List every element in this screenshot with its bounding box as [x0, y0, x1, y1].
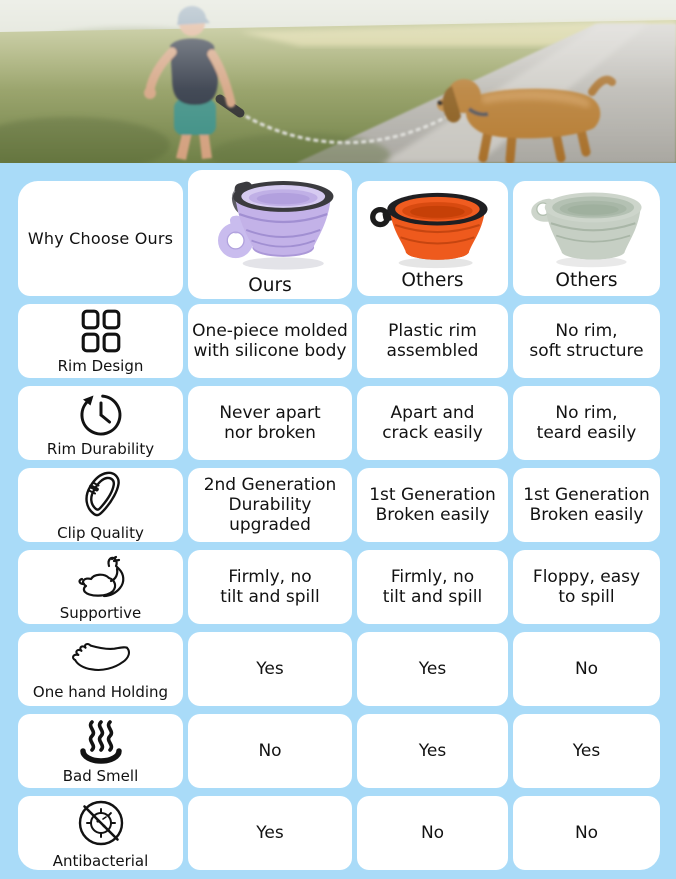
- value-text: Yes: [418, 740, 447, 761]
- value-text: Yes: [572, 740, 601, 761]
- value-cell: Floppy, easy to spill: [513, 550, 660, 624]
- bicep-icon: [77, 555, 124, 597]
- feature-label: One hand Holding: [32, 682, 169, 701]
- value-text: Plastic rim assembled: [386, 320, 479, 361]
- value-text: Yes: [256, 822, 284, 843]
- feature-cell-rim-durability: Rim Durability: [18, 386, 183, 460]
- value-text: 2nd Generation Durability upgraded: [203, 474, 337, 536]
- value-cell: Never apart nor broken: [188, 386, 352, 460]
- no-bacteria-icon: [78, 800, 123, 845]
- feature-label: Bad Smell: [62, 766, 139, 785]
- value-cell: No: [357, 796, 508, 870]
- value-cell: No: [513, 796, 660, 870]
- feature-cell-rim-design: Rim Design: [18, 304, 183, 378]
- feature-cell-clip-quality: Clip Quality: [18, 468, 183, 542]
- hero-photo-boy-walking-dog: [0, 0, 676, 163]
- value-cell: 2nd Generation Durability upgraded: [188, 468, 352, 542]
- value-cell: Yes: [188, 632, 352, 706]
- value-cell: No rim, soft structure: [513, 304, 660, 378]
- feature-cell-bad-smell: Bad Smell: [18, 714, 183, 788]
- value-text: Apart and crack easily: [382, 402, 483, 443]
- value-cell: Firmly, no tilt and spill: [357, 550, 508, 624]
- column-label-ours: Ours: [248, 275, 292, 296]
- feature-header-label: Why Choose Ours: [27, 229, 174, 248]
- value-text: Floppy, easy to spill: [532, 566, 641, 607]
- ours-purple-bowl-image: [218, 181, 334, 270]
- value-text: No rim, soft structure: [529, 320, 644, 361]
- value-text: Firmly, no tilt and spill: [220, 566, 320, 607]
- value-cell: 1st Generation Broken easily: [357, 468, 508, 542]
- feature-label: Clip Quality: [57, 523, 144, 542]
- feature-cell-antibacterial: Antibacterial: [18, 796, 183, 870]
- value-cell: No rim, teard easily: [513, 386, 660, 460]
- value-text: 1st Generation Broken easily: [523, 484, 650, 525]
- value-cell: Yes: [513, 714, 660, 788]
- hero-photo-illustration: [0, 0, 676, 163]
- feature-label: Supportive: [59, 603, 142, 622]
- column-label-others-2: Others: [555, 270, 618, 291]
- comparison-table: Why Choose Ours: [18, 170, 660, 870]
- value-text: No: [420, 822, 445, 843]
- value-text: Yes: [418, 658, 447, 679]
- others-green-bowl-image: [530, 192, 642, 268]
- value-text: No: [574, 822, 599, 843]
- value-cell: No: [513, 632, 660, 706]
- value-text: Never apart nor broken: [219, 402, 321, 443]
- grid-icon: [81, 309, 120, 352]
- feature-label: Rim Design: [57, 356, 144, 375]
- column-header-others-2: Others: [513, 181, 660, 296]
- open-hand-icon: [71, 642, 130, 671]
- carabiner-icon: [84, 471, 120, 516]
- value-text: No: [574, 658, 599, 679]
- value-text: No rim, teard easily: [536, 402, 637, 443]
- value-cell: Apart and crack easily: [357, 386, 508, 460]
- feature-label: Antibacterial: [52, 851, 149, 870]
- feature-cell-supportive: Supportive: [18, 550, 183, 624]
- value-cell: No: [188, 714, 352, 788]
- value-cell: Firmly, no tilt and spill: [188, 550, 352, 624]
- value-cell: One-piece molded with silicone body: [188, 304, 352, 378]
- steam-icon: [79, 719, 122, 764]
- value-text: 1st Generation Broken easily: [369, 484, 496, 525]
- column-header-others-1: Others: [357, 181, 508, 296]
- value-cell: Yes: [357, 714, 508, 788]
- value-cell: Yes: [188, 796, 352, 870]
- feature-label: Rim Durability: [46, 439, 155, 458]
- value-cell: Yes: [357, 632, 508, 706]
- value-text: Firmly, no tilt and spill: [382, 566, 483, 607]
- value-text: One-piece molded with silicone body: [192, 320, 348, 361]
- value-text: Yes: [256, 658, 284, 679]
- column-header-ours: Ours: [188, 170, 352, 299]
- feature-header-cell: Why Choose Ours: [18, 181, 183, 296]
- others-orange-bowl-image: [369, 192, 488, 269]
- column-label-others-1: Others: [401, 270, 464, 291]
- value-cell: Plastic rim assembled: [357, 304, 508, 378]
- value-text: No: [258, 740, 282, 761]
- history-clock-icon: [79, 394, 121, 436]
- value-cell: 1st Generation Broken easily: [513, 468, 660, 542]
- feature-cell-one-hand-holding: One hand Holding: [18, 632, 183, 706]
